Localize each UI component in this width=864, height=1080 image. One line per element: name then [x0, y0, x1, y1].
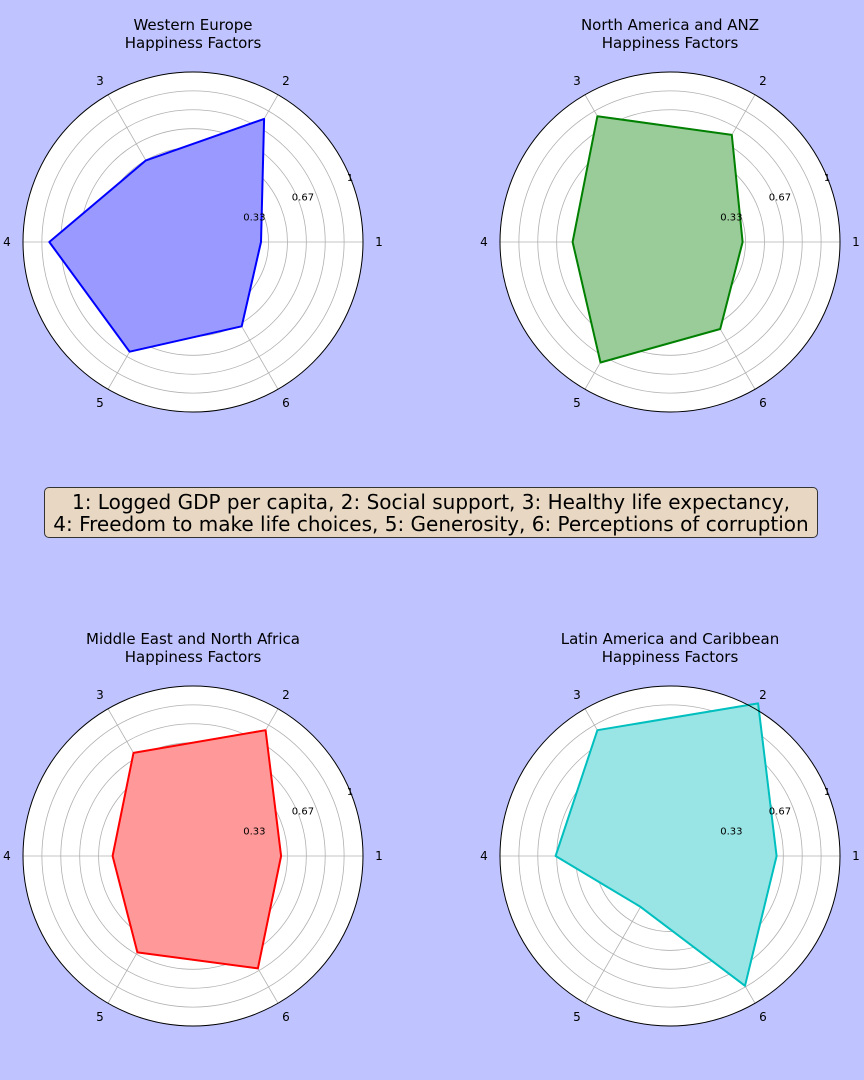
data-area: [111, 729, 283, 970]
radial-tick-label: 0.67: [292, 806, 314, 817]
axis-label: 1: [852, 235, 860, 249]
chart-subtitle: Happiness Factors: [125, 648, 262, 666]
axis-label: 4: [3, 849, 11, 863]
axis-label: 3: [96, 688, 104, 702]
axis-label: 1: [375, 849, 383, 863]
chart-title: Latin America and Caribbean: [561, 630, 779, 648]
radial-tick-label: 0.33: [243, 827, 265, 838]
axis-label: 5: [96, 1010, 104, 1024]
plot-frame: [22, 71, 364, 413]
legend-line-1: 1: Logged GDP per capita, 2: Social supp…: [71, 490, 791, 514]
plot-frame: [22, 685, 364, 1027]
axis-label: 1: [375, 235, 383, 249]
axis-label: 4: [480, 849, 488, 863]
axis-label: 3: [96, 74, 104, 88]
chart-subtitle: Happiness Factors: [602, 34, 739, 52]
axis-label: 5: [96, 396, 104, 410]
chart-subtitle: Happiness Factors: [602, 648, 739, 666]
radial-tick-label: 0.67: [769, 806, 791, 817]
chart-subtitle: Happiness Factors: [125, 34, 262, 52]
data-area: [48, 117, 266, 353]
radial-tick-label: 1: [824, 787, 830, 798]
radial-tick-label: 1: [347, 173, 353, 184]
axis-label: 1: [852, 849, 860, 863]
radial-tick-label: 0.33: [720, 213, 742, 224]
axis-label: 6: [282, 1010, 290, 1024]
plot-frame: [499, 685, 841, 1027]
radial-tick-label: 0.67: [769, 192, 791, 203]
radial-tick-label: 0.67: [292, 192, 314, 203]
axis-label: 5: [573, 1010, 581, 1024]
data-area: [554, 702, 778, 987]
axis-label: 2: [759, 74, 767, 88]
radial-tick-label: 1: [347, 787, 353, 798]
legend-line-2: 4: Freedom to make life choices, 5: Gene…: [53, 512, 809, 536]
axis-label: 6: [759, 396, 767, 410]
radial-tick-label: 0.33: [243, 213, 265, 224]
radial-tick-label: 1: [824, 173, 830, 184]
chart-title: Western Europe: [133, 16, 252, 34]
axis-label: 2: [282, 688, 290, 702]
axis-label: 6: [282, 396, 290, 410]
radial-tick-label: 0.33: [720, 827, 742, 838]
axis-label: 3: [573, 74, 581, 88]
axis-label: 4: [480, 235, 488, 249]
axis-label: 6: [759, 1010, 767, 1024]
axis-label: 2: [759, 688, 767, 702]
chart-title: Middle East and North Africa: [86, 630, 300, 648]
factor-legend-box: 1: Logged GDP per capita, 2: Social supp…: [44, 487, 818, 538]
axis-label: 5: [573, 396, 581, 410]
chart-title: North America and ANZ: [581, 16, 759, 34]
axis-label: 2: [282, 74, 290, 88]
axis-label: 3: [573, 688, 581, 702]
data-area: [571, 115, 744, 364]
axis-label: 4: [3, 235, 11, 249]
plot-frame: [499, 71, 841, 413]
